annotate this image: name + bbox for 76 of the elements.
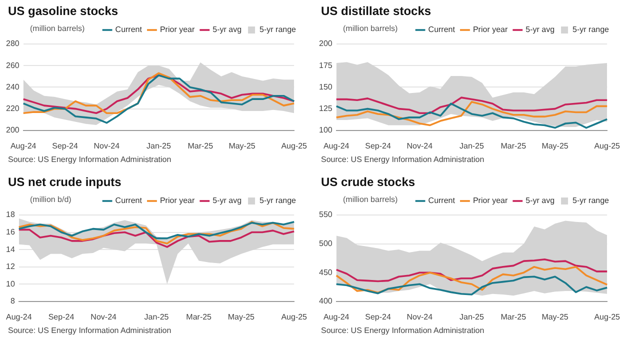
x-tick-label: Jan-25 [459, 312, 484, 322]
y-axis-title: (million barrels) [30, 24, 85, 33]
y-tick-label: 400 [318, 296, 333, 306]
x-tick-label: Aug-25 [281, 312, 308, 322]
legend-label: 5-yr range [572, 25, 610, 34]
x-tick-label: Aug-25 [281, 141, 308, 150]
legend-label: 5-yr avg [526, 196, 555, 206]
chart-title: US net crude inputs [8, 175, 122, 189]
legend-label: Prior year [160, 196, 195, 206]
legend-label: 5-yr avg [526, 25, 555, 34]
y-tick-label: 220 [6, 104, 20, 114]
x-tick-label: Mar-25 [186, 312, 212, 322]
x-tick-label: Aug-24 [6, 312, 32, 322]
y-axis-title: (million b/d) [30, 195, 72, 204]
legend-label: 5-yr range [260, 196, 297, 206]
x-tick-label: May-25 [542, 141, 569, 150]
legend-label: Prior year [160, 25, 195, 34]
legend-label: Current [115, 25, 143, 34]
legend-label: 5-yr avg [212, 25, 242, 34]
y-tick-label: 18 [6, 210, 16, 220]
y-axis-title: (million barrels) [343, 195, 398, 204]
legend-label: 5-yr range [260, 25, 297, 34]
y-tick-label: 175 [318, 60, 333, 70]
x-tick-label: Sep-24 [365, 312, 392, 322]
source-note: Source: US Energy Information Administration [321, 155, 484, 164]
x-tick-label: Nov-24 [94, 141, 120, 150]
y-tick-label: 550 [318, 210, 333, 220]
x-tick-label: Jan-25 [459, 141, 484, 150]
x-tick-label: Nov-24 [90, 312, 118, 322]
x-tick-label: Aug-24 [323, 141, 350, 150]
x-tick-label: Nov-24 [406, 312, 434, 322]
legend-label: Current [115, 196, 143, 206]
y-tick-label: 200 [318, 39, 333, 48]
chart-title: US gasoline stocks [8, 4, 118, 18]
y-tick-label: 240 [6, 82, 20, 92]
y-tick-label: 200 [6, 126, 20, 135]
y-tick-label: 260 [6, 60, 20, 70]
x-tick-label: Sep-24 [52, 141, 78, 150]
x-tick-label: Nov-24 [406, 141, 434, 150]
x-tick-label: Aug-24 [323, 312, 350, 322]
legend-label: Prior year [472, 196, 508, 206]
legend-label: Current [428, 196, 456, 206]
x-tick-label: Aug-25 [594, 312, 621, 322]
source-note: Source: US Energy Information Administration [8, 155, 172, 164]
legend-label: Prior year [472, 25, 508, 34]
legend-label: 5-yr avg [212, 196, 242, 206]
x-tick-label: May-25 [228, 141, 256, 150]
y-tick-label: 8 [10, 296, 16, 306]
x-tick-label: Aug-24 [10, 141, 37, 150]
source-note: Source: US Energy Information Administration [8, 326, 172, 335]
x-tick-label: May-25 [542, 312, 569, 322]
x-tick-label: Aug-25 [594, 141, 621, 150]
x-tick-label: Mar-25 [500, 141, 527, 150]
x-tick-label: May-25 [228, 312, 256, 322]
y-axis-title: (million barrels) [343, 24, 398, 33]
y-tick-label: 10 [6, 279, 16, 288]
x-tick-label: Mar-25 [188, 141, 214, 150]
y-tick-label: 14 [6, 244, 16, 254]
x-tick-label: Jan-25 [146, 141, 172, 150]
x-tick-label: Sep-24 [48, 312, 75, 322]
y-tick-label: 100 [318, 126, 333, 135]
chart-title: US distillate stocks [321, 4, 432, 18]
x-tick-label: Mar-25 [500, 312, 527, 322]
y-tick-label: 125 [318, 104, 333, 114]
source-note: Source: US Energy Information Administration [321, 326, 484, 335]
x-tick-label: Sep-24 [365, 141, 392, 150]
y-tick-label: 12 [6, 262, 16, 272]
x-tick-label: Jan-25 [144, 312, 170, 322]
y-tick-label: 500 [318, 239, 333, 248]
y-tick-label: 16 [6, 227, 16, 236]
y-tick-label: 450 [318, 268, 333, 277]
chart-title: US crude stocks [321, 175, 416, 189]
y-tick-label: 150 [318, 82, 333, 92]
legend-label: 5-yr range [572, 196, 610, 206]
y-tick-label: 280 [6, 39, 20, 48]
legend-label: Current [428, 25, 456, 34]
